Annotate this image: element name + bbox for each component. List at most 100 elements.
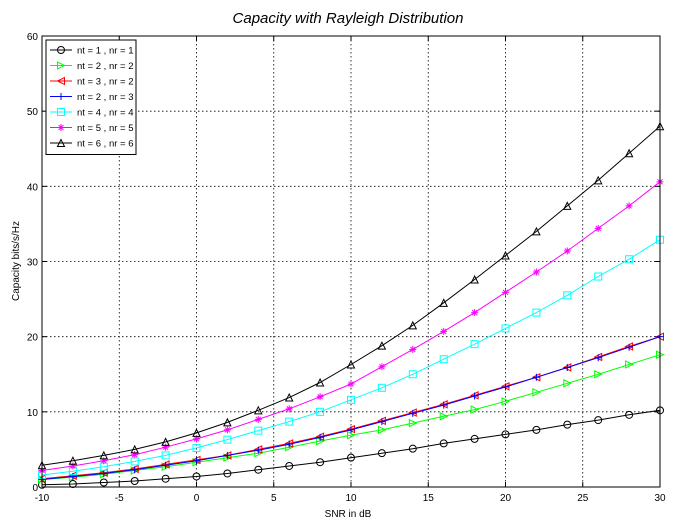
data-point: [471, 309, 479, 317]
data-point: [501, 397, 511, 406]
data-point: [130, 476, 139, 485]
data-point: [502, 383, 509, 391]
data-point: [625, 360, 634, 369]
data-point: [223, 417, 232, 427]
data-point: [131, 466, 139, 474]
x-tick-label: 20: [500, 493, 512, 504]
data-point: [284, 392, 294, 402]
data-point: [254, 465, 263, 474]
chart-title: Capacity with Rayleigh Distribution: [233, 10, 464, 27]
series-4: [38, 333, 664, 483]
legend: nt = 1 , nr = 1 nt = 2 , nr = 2 nt = 3 , n…: [45, 39, 137, 155]
data-point: [562, 201, 572, 210]
legend-marker: [57, 61, 66, 70]
data-point: [192, 443, 201, 452]
legend-marker: [56, 76, 65, 86]
data-point: [130, 444, 140, 454]
data-point: [625, 343, 633, 351]
data-point: [316, 393, 324, 401]
legend-marker: [56, 138, 66, 147]
y-axis-label: Capacity bits/s/Hz: [11, 221, 22, 301]
data-point: [532, 226, 541, 236]
data-point: [625, 202, 633, 210]
data-point: [440, 327, 448, 335]
data-point: [99, 478, 108, 487]
data-point: [409, 345, 417, 353]
x-tick-label: 0: [194, 493, 200, 504]
data-point: [377, 341, 387, 350]
data-point: [563, 291, 572, 300]
data-point: [377, 425, 387, 435]
data-point: [100, 457, 108, 465]
data-point: [563, 363, 571, 371]
series-line: [41, 409, 661, 486]
data-point: [439, 412, 449, 421]
data-point: [471, 392, 479, 400]
legend-item: nt = 4 , nr = 4: [50, 108, 134, 119]
data-point: [439, 298, 449, 307]
y-tick-label: 0: [32, 483, 38, 494]
data-point: [192, 472, 201, 481]
data-point: [563, 378, 572, 388]
x-tick-label: 15: [423, 493, 435, 504]
data-point: [378, 418, 386, 426]
data-point: [625, 255, 634, 264]
data-point: [501, 250, 510, 260]
data-point: [69, 472, 77, 480]
data-point: [532, 387, 542, 397]
legend-item: nt = 1 , nr = 1: [50, 46, 134, 57]
legend-item: nt = 6 , nr = 6: [50, 138, 134, 150]
data-point: [162, 461, 170, 469]
data-point: [408, 370, 417, 379]
data-point: [316, 458, 325, 467]
data-point: [502, 288, 509, 296]
x-tick-label: -10: [35, 493, 50, 504]
data-point: [409, 409, 417, 417]
data-point: [440, 401, 448, 409]
data-point: [223, 451, 231, 459]
data-point: [223, 426, 231, 434]
x-axis-label: SNR in dB: [325, 509, 372, 520]
x-tick-label: 10: [345, 493, 357, 504]
x-tick-label: 5: [271, 493, 277, 504]
data-point: [347, 380, 355, 388]
legend-label: nt = 4 , nr = 4: [77, 108, 134, 119]
data-point: [594, 224, 602, 232]
data-point: [532, 425, 541, 434]
series-7: [37, 121, 665, 470]
data-point: [193, 435, 200, 443]
data-point: [532, 373, 540, 381]
data-point: [347, 453, 355, 462]
series-line: [41, 125, 661, 466]
data-point: [532, 308, 541, 317]
data-point: [100, 469, 108, 477]
data-point: [501, 324, 510, 333]
x-tick-label: 25: [577, 493, 589, 504]
data-point: [285, 405, 293, 413]
y-tick-label: 50: [27, 107, 39, 118]
data-point: [253, 405, 263, 415]
data-point: [593, 175, 603, 185]
data-point: [161, 451, 170, 460]
x-tick-label: 30: [654, 493, 666, 504]
data-point: [193, 457, 200, 465]
legend-item: nt = 5 , nr = 5: [50, 123, 134, 134]
data-point: [377, 449, 386, 458]
data-point: [470, 340, 479, 349]
data-point: [408, 320, 418, 330]
data-point: [315, 377, 325, 387]
data-point: [532, 268, 540, 276]
data-point: [347, 395, 355, 404]
data-point: [192, 428, 201, 437]
legend-marker: [57, 93, 65, 100]
series-5: [38, 235, 664, 479]
legend-label: nt = 2 , nr = 3: [77, 92, 134, 103]
legend-label: nt = 6 , nr = 6: [77, 139, 134, 150]
data-point: [377, 383, 386, 392]
data-point: [378, 363, 386, 371]
data-point: [347, 426, 355, 434]
data-point: [594, 369, 603, 379]
data-point: [470, 274, 479, 284]
